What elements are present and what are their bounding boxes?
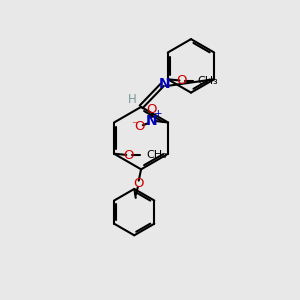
Text: CH₃: CH₃ bbox=[146, 150, 167, 160]
Text: O: O bbox=[133, 177, 143, 190]
Text: ⁻: ⁻ bbox=[131, 119, 137, 132]
Text: O: O bbox=[177, 74, 187, 87]
Text: H: H bbox=[128, 93, 136, 106]
Text: O: O bbox=[146, 103, 157, 116]
Text: CH₃: CH₃ bbox=[198, 76, 218, 86]
Text: O: O bbox=[134, 120, 145, 133]
Text: +: + bbox=[154, 110, 163, 119]
Text: N: N bbox=[146, 114, 158, 128]
Text: O: O bbox=[123, 149, 134, 162]
Text: N: N bbox=[158, 77, 170, 91]
